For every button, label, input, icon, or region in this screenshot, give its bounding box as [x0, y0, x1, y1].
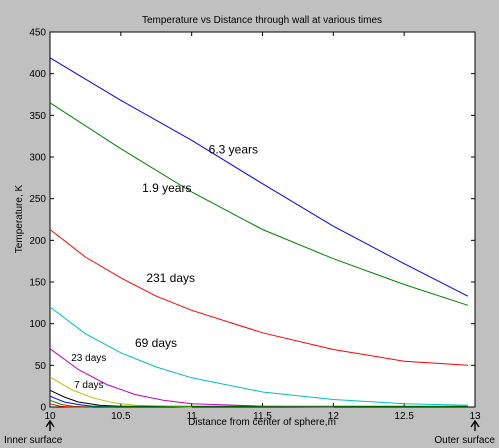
series-annotation: 7 days — [74, 380, 103, 391]
y-tick-label: 400 — [29, 69, 46, 80]
series-annotation: 69 days — [135, 336, 177, 350]
x-axis-label: Distance from center of sphere,m — [188, 417, 336, 428]
outer-surface-label: Outer surface — [434, 435, 495, 446]
x-tick-label: 11.5 — [253, 411, 272, 422]
series-line-69-days — [49, 306, 468, 406]
y-axis-label: Temperature, K — [14, 184, 25, 253]
y-tick-label: 50 — [35, 361, 47, 372]
series-annotation: 23 days — [71, 353, 106, 364]
chart-title: Temperature vs Distance through wall at … — [142, 15, 382, 26]
y-tick-label: 150 — [29, 278, 46, 289]
y-tick-label: 0 — [40, 403, 46, 414]
series-annotation: 231 days — [146, 271, 195, 285]
inner-surface-label: Inner surface — [4, 435, 63, 446]
series-line-unlabeled-9 — [49, 403, 86, 408]
y-tick-label: 200 — [29, 236, 46, 247]
series-annotation: 6.3 years — [209, 143, 258, 157]
y-tick-label: 450 — [29, 28, 46, 39]
series-line-6-3-years — [49, 57, 469, 297]
x-tick-label: 12 — [328, 411, 340, 422]
x-tick-label: 13 — [469, 411, 481, 422]
x-tick-label: 12.5 — [394, 411, 414, 422]
x-tick-label: 11 — [186, 411, 197, 422]
series-line-1-9-years — [49, 102, 469, 306]
plot-area — [49, 31, 476, 408]
y-tick-label: 250 — [29, 194, 46, 205]
x-tick-label: 10 — [44, 411, 56, 422]
series-annotation: 1.9 years — [142, 181, 191, 195]
y-tick-label: 350 — [29, 111, 46, 122]
x-tick-label: 10.5 — [111, 411, 131, 422]
y-tick-label: 100 — [29, 319, 46, 330]
series-line-231-days — [49, 229, 468, 366]
y-tick-label: 300 — [29, 153, 46, 164]
